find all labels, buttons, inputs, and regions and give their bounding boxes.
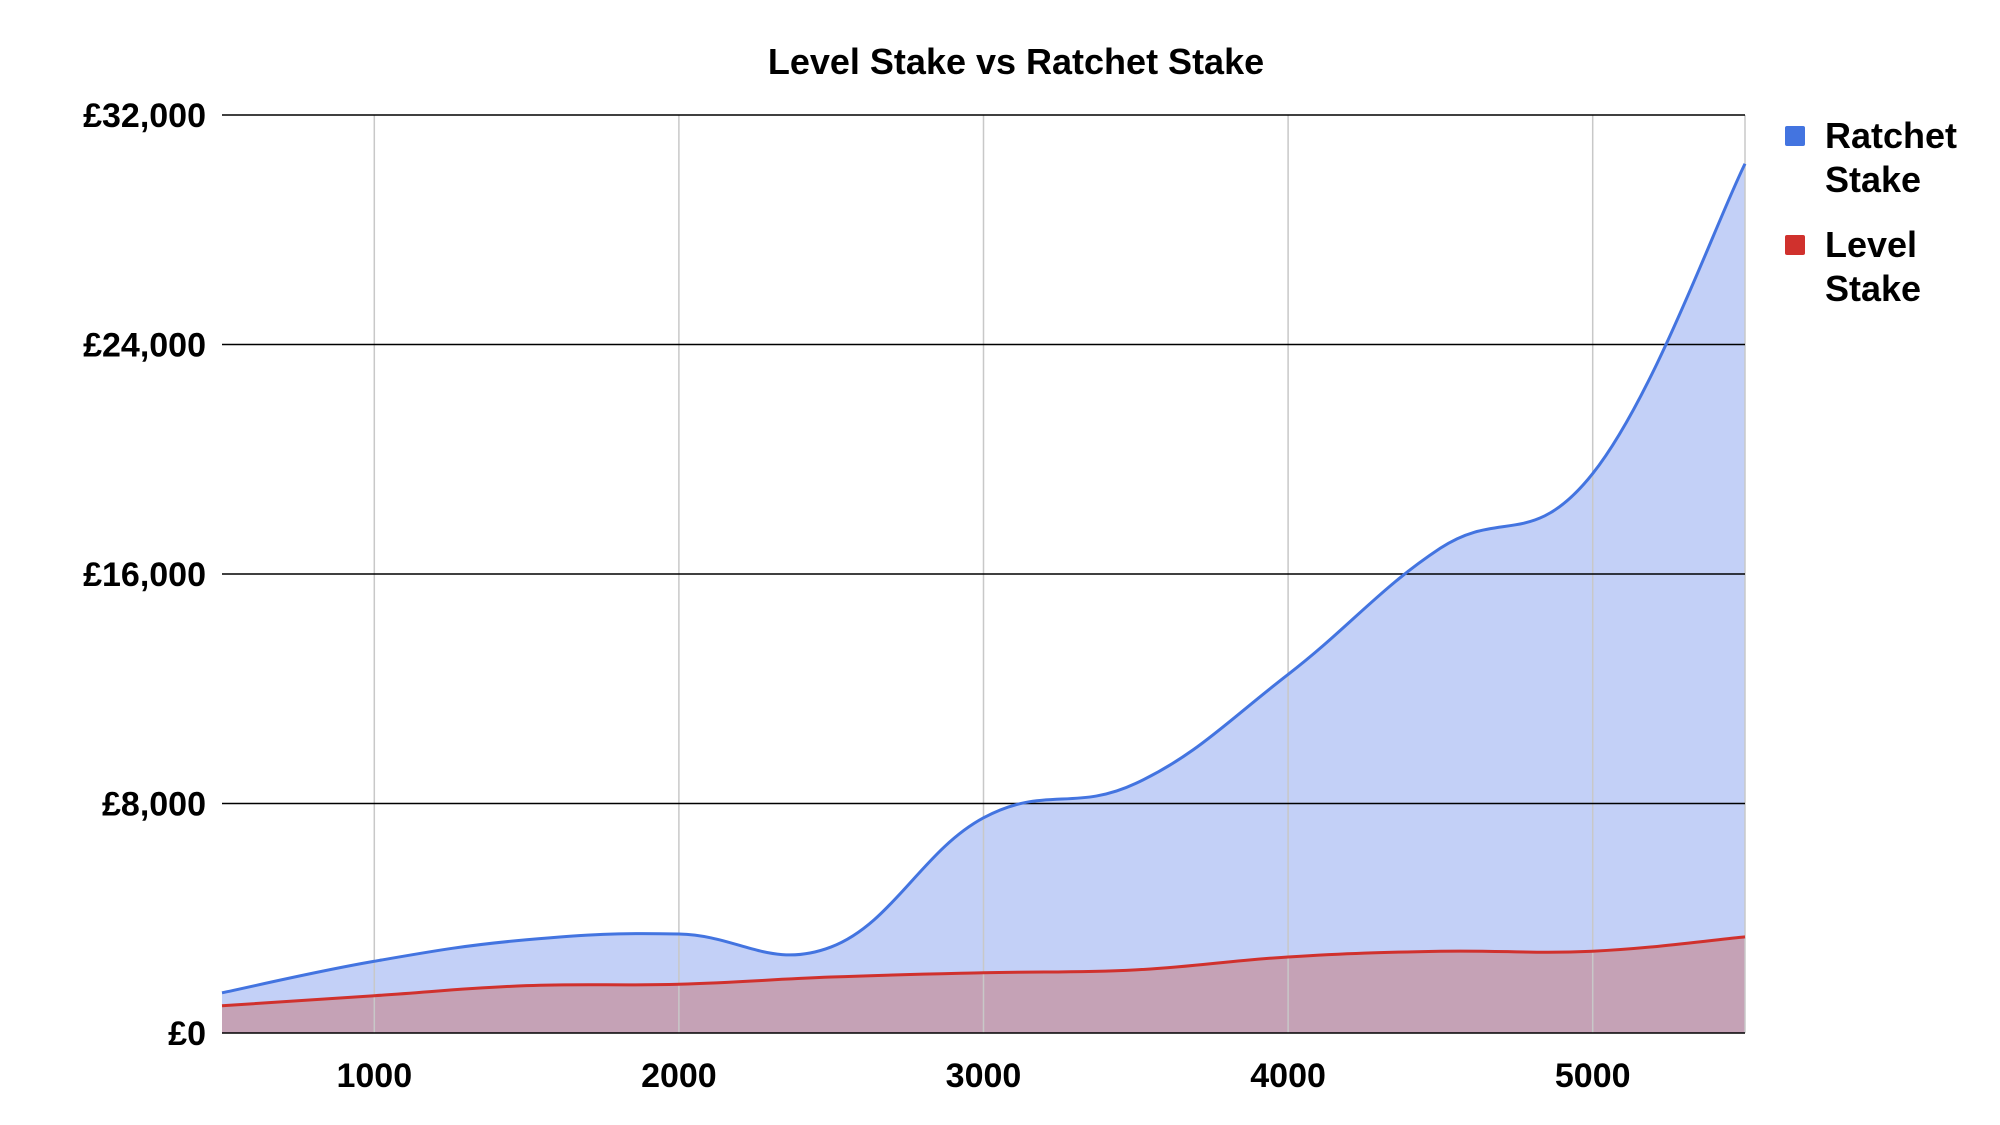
x-tick-label: 3000 bbox=[946, 1057, 1022, 1095]
line-series bbox=[221, 163, 1747, 1008]
line-ratchet-stake bbox=[221, 163, 1747, 995]
legend-label: Ratchet bbox=[1825, 115, 1957, 156]
y-tick-label: £16,000 bbox=[83, 556, 206, 594]
x-axis: 1000 2000 3000 4000 5000 bbox=[336, 1057, 1630, 1095]
y-axis: £0 £8,000 £16,000 £24,000 £32,000 bbox=[83, 97, 206, 1053]
y-tick-label: £8,000 bbox=[102, 786, 206, 824]
x-tick-label: 4000 bbox=[1250, 1057, 1326, 1095]
y-tick-label: £24,000 bbox=[83, 327, 206, 365]
legend-label: Stake bbox=[1825, 268, 1921, 309]
chart-title: Level Stake vs Ratchet Stake bbox=[768, 41, 1264, 82]
grid-lines bbox=[222, 114, 1746, 1034]
legend-label: Level bbox=[1825, 224, 1917, 265]
legend-swatch bbox=[1785, 235, 1805, 255]
x-tick-label: 2000 bbox=[641, 1057, 717, 1095]
y-tick-label: £0 bbox=[168, 1015, 206, 1053]
x-tick-label: 5000 bbox=[1555, 1057, 1631, 1095]
legend-swatch bbox=[1785, 126, 1805, 146]
x-tick-label: 1000 bbox=[336, 1057, 412, 1095]
line-level-stake bbox=[221, 935, 1746, 1008]
legend-label: Stake bbox=[1825, 159, 1921, 200]
y-tick-label: £32,000 bbox=[83, 97, 206, 135]
area-ratchet-stake bbox=[222, 163, 1745, 1034]
